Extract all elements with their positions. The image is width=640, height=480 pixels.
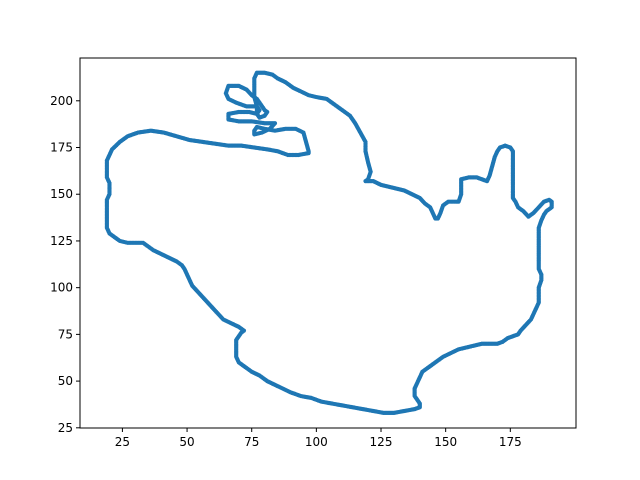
data-point: [104, 160, 109, 165]
x-tick-label: 175: [499, 435, 522, 449]
x-tick-label: 150: [434, 435, 457, 449]
x-axis: 25 50 75 100 125 150 175: [115, 428, 522, 449]
x-tick-label: 75: [244, 435, 259, 449]
y-tick-label: 25: [58, 421, 73, 435]
plot-area: [104, 70, 554, 415]
x-tick-label: 50: [179, 435, 194, 449]
series-0: [104, 70, 554, 415]
y-tick-label: 200: [50, 94, 73, 108]
y-tick-label: 75: [58, 327, 73, 341]
axes-frame: [79, 57, 577, 429]
y-tick-label: 50: [58, 374, 73, 388]
x-tick-label: 125: [370, 435, 393, 449]
x-tick-label: 100: [305, 435, 328, 449]
y-tick-label: 175: [50, 141, 73, 155]
y-tick-label: 100: [50, 281, 73, 295]
x-tick-label: 25: [115, 435, 130, 449]
y-tick-label: 150: [50, 187, 73, 201]
y-axis: 25 50 75 100 125 150 175 200: [50, 94, 80, 435]
y-tick-label: 125: [50, 234, 73, 248]
